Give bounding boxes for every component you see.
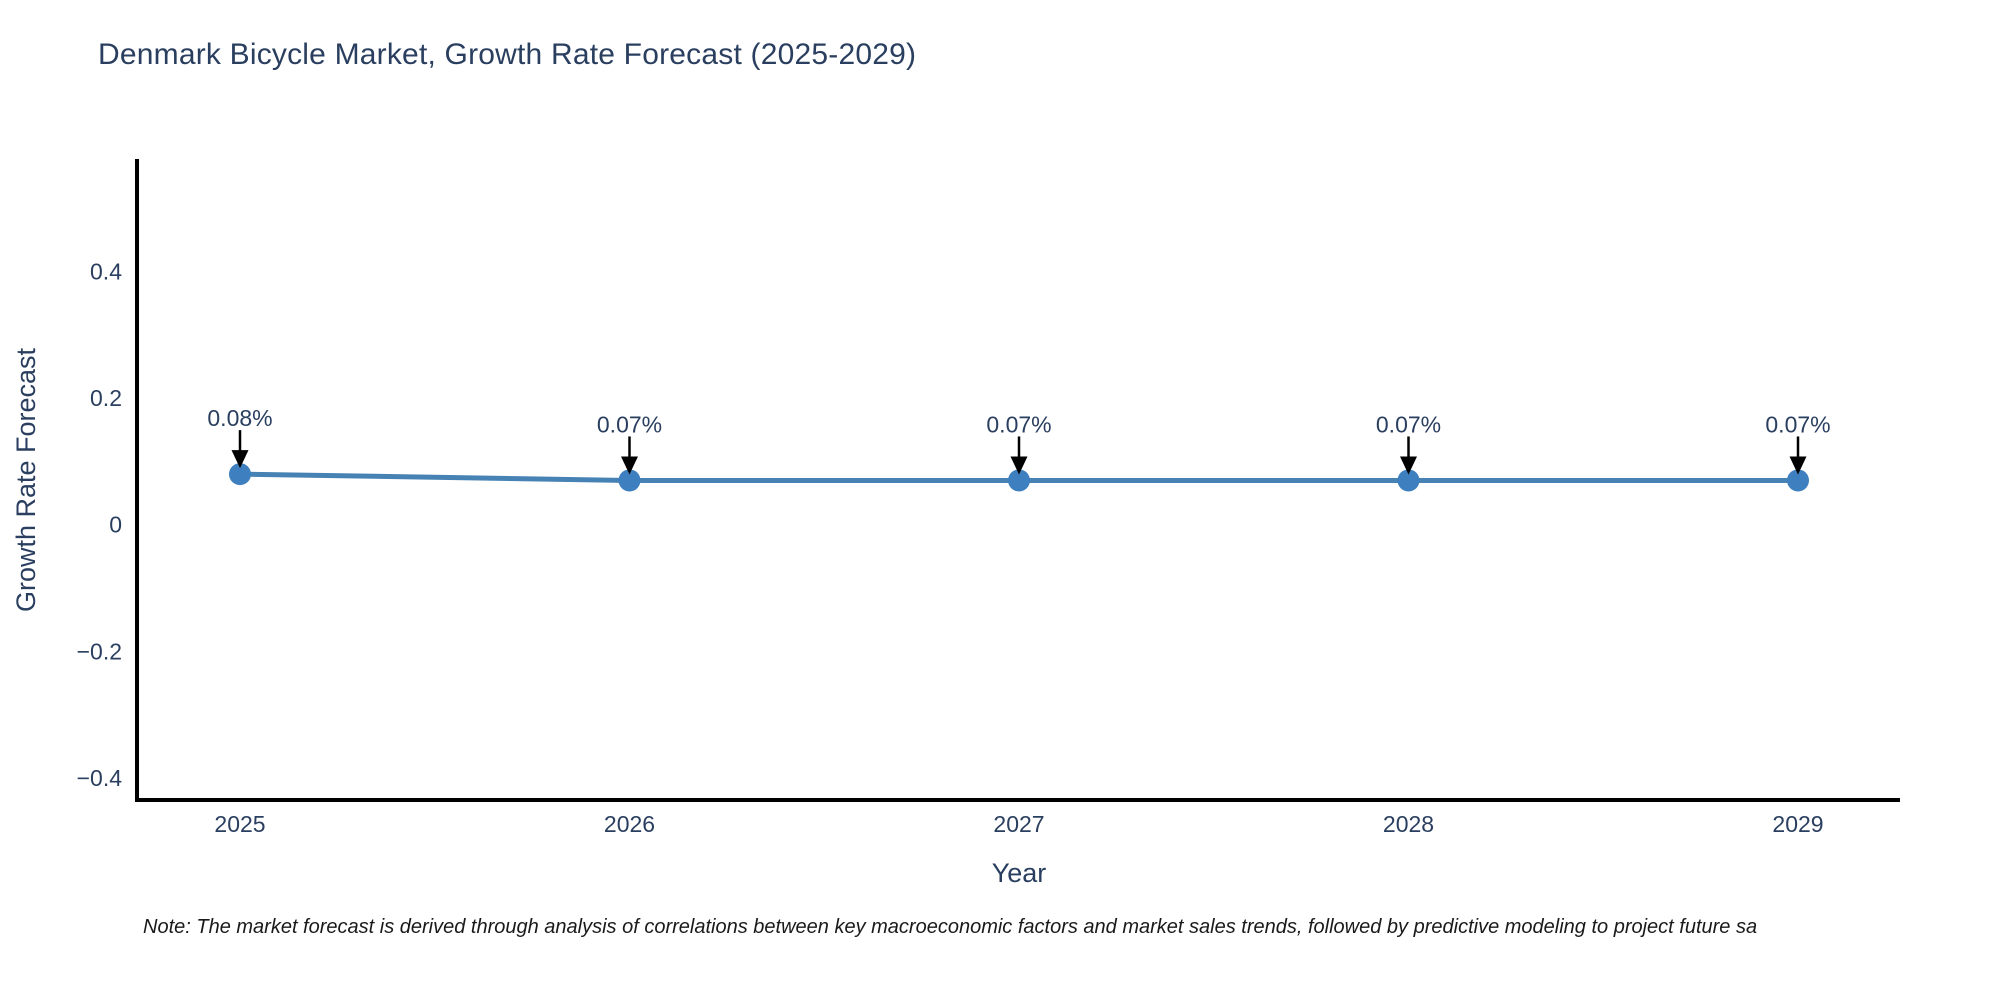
- data-point-label: 0.08%: [207, 405, 272, 431]
- x-axis-tick-label: 2029: [1772, 811, 1823, 837]
- y-axis-tick-label: −0.4: [77, 765, 123, 791]
- data-point-marker: [1397, 469, 1420, 492]
- data-point-marker: [1787, 469, 1809, 492]
- data-point-label: 0.07%: [1765, 411, 1830, 437]
- x-axis-tick-label: 2028: [1383, 811, 1434, 837]
- data-point-marker: [229, 463, 251, 486]
- x-axis-title: Year: [991, 858, 1047, 888]
- footnote: Note: The market forecast is derived thr…: [143, 916, 1758, 938]
- y-axis-tick-label: 0.2: [90, 385, 122, 411]
- y-axis-tick-label: 0.4: [90, 259, 122, 285]
- annotation-arrow-head: [621, 456, 638, 475]
- y-axis-tick-label: −0.2: [77, 638, 122, 664]
- annotation-arrow-head: [1010, 456, 1028, 475]
- x-axis-tick-label: 2027: [993, 811, 1044, 837]
- data-point-label: 0.07%: [1376, 411, 1441, 437]
- annotation-arrow-head: [1400, 456, 1417, 475]
- annotation-arrow-head: [231, 450, 249, 469]
- annotation-arrow-head: [1789, 456, 1807, 475]
- chart-title: Denmark Bicycle Market, Growth Rate Fore…: [98, 38, 917, 71]
- x-axis-tick-label: 2025: [214, 811, 265, 837]
- data-point-label: 0.07%: [986, 411, 1051, 437]
- y-axis-tick-label: 0: [109, 512, 122, 538]
- x-axis-tick-label: 2026: [604, 811, 655, 837]
- data-point-label: 0.07%: [597, 411, 662, 437]
- data-point-marker: [618, 469, 641, 492]
- data-point-marker: [1008, 469, 1030, 492]
